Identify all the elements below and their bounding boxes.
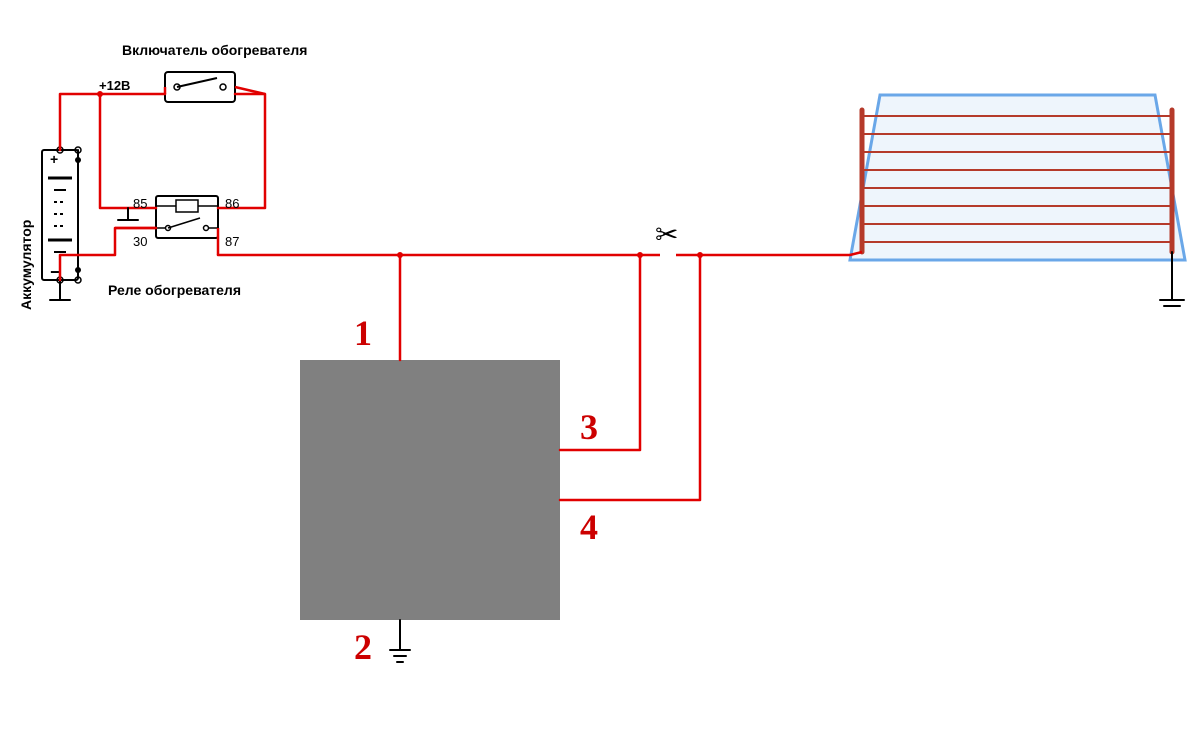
relay-pin-85: 85 xyxy=(133,196,147,211)
wire xyxy=(390,620,410,662)
wire xyxy=(218,94,265,208)
rear-window xyxy=(850,95,1185,260)
wire xyxy=(60,94,165,150)
num-2: 2 xyxy=(354,626,372,668)
wire xyxy=(50,280,70,300)
relay-pin-30: 30 xyxy=(133,234,147,249)
heater-switch xyxy=(165,72,235,102)
label-relay: Реле обогревателя xyxy=(108,282,241,298)
num-3: 3 xyxy=(580,406,598,448)
svg-text:+: + xyxy=(50,151,58,167)
label-switch: Включатель обогревателя xyxy=(122,42,307,58)
wire xyxy=(560,255,700,500)
control-module xyxy=(300,360,560,620)
scissors-icon: ✂ xyxy=(655,218,678,251)
label-battery: Аккумулятор xyxy=(18,220,34,310)
relay-pin-87: 87 xyxy=(225,234,239,249)
wire xyxy=(100,94,156,208)
wire xyxy=(560,255,640,450)
relay-pin-86: 86 xyxy=(225,196,239,211)
num-1: 1 xyxy=(354,312,372,354)
label-voltage: +12В xyxy=(99,78,130,93)
heater-relay xyxy=(156,196,218,238)
num-4: 4 xyxy=(580,506,598,548)
